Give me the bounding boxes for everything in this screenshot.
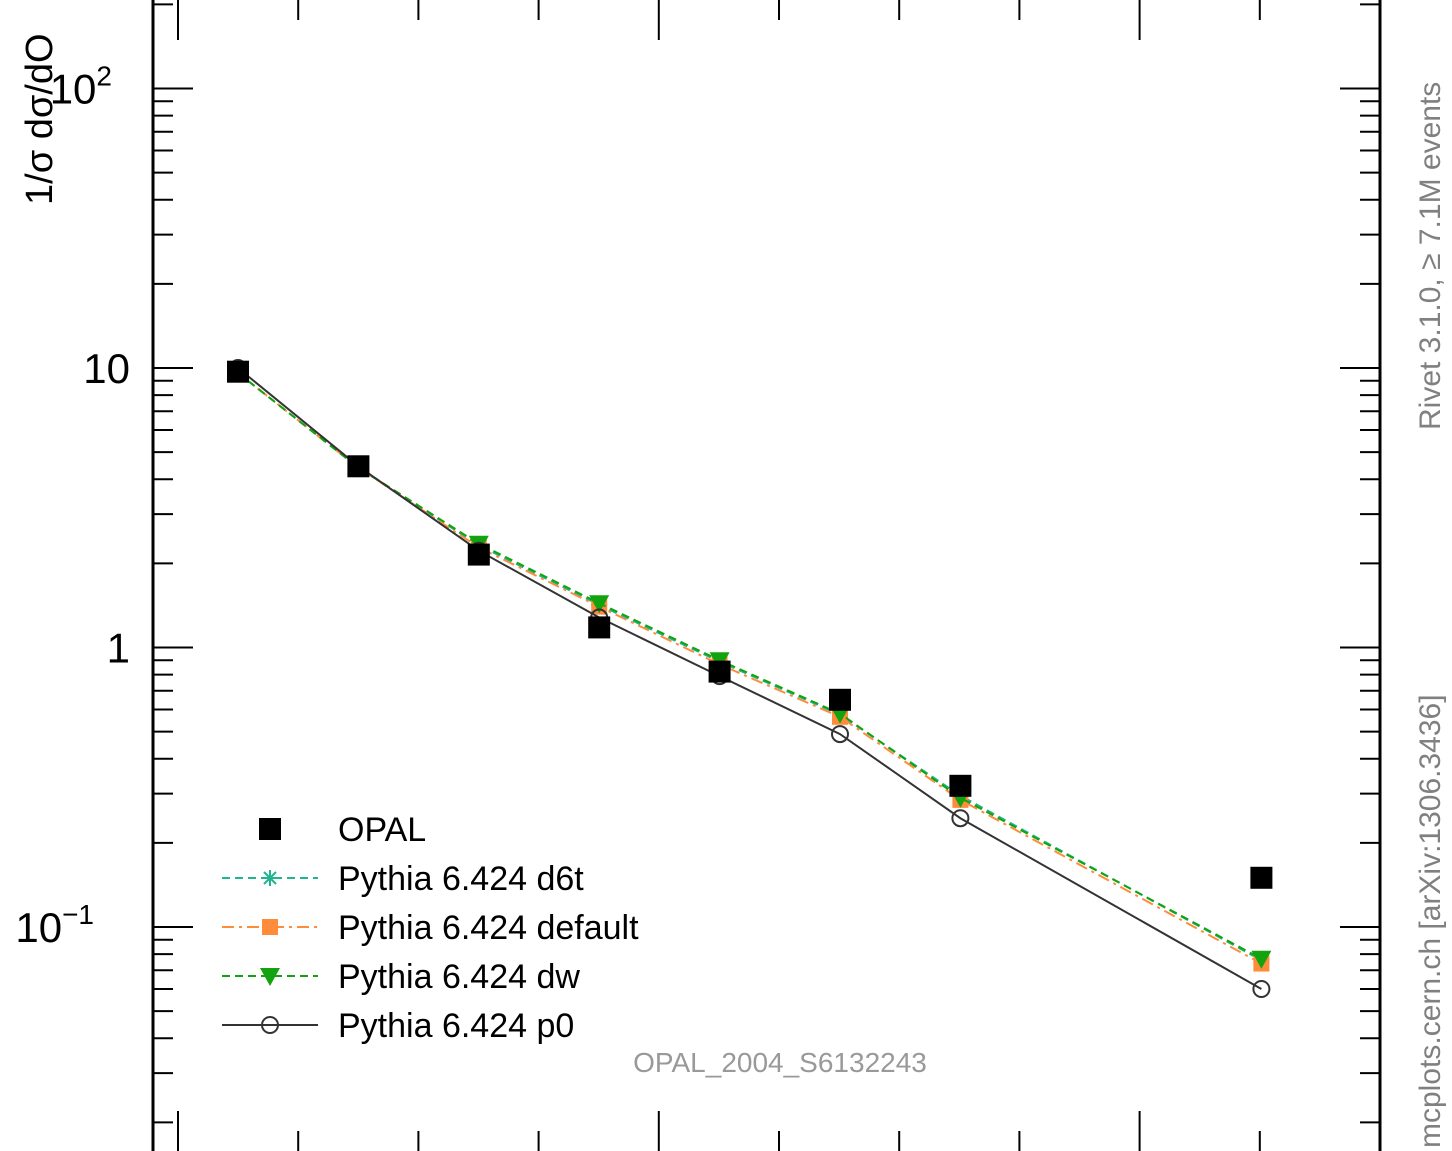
data-point xyxy=(708,660,731,683)
series-layer xyxy=(227,359,1273,999)
y-tick-label: 1 xyxy=(107,625,130,672)
legend-label: OPAL xyxy=(338,811,426,849)
legend-label: Pythia 6.424 default xyxy=(338,909,639,947)
legend-item: Pythia 6.424 dw xyxy=(222,958,580,996)
legend-marker xyxy=(260,968,280,986)
data-point xyxy=(227,360,249,383)
legend-item: OPAL xyxy=(259,811,426,849)
y-tick-labels: 102 10 1 10−1 xyxy=(15,61,130,952)
legend-item: Pythia 6.424 default xyxy=(222,909,639,947)
axis-ticks xyxy=(153,0,1380,1151)
legend-marker xyxy=(262,870,278,886)
y-tick-label: 10−1 xyxy=(15,899,94,951)
data-point xyxy=(951,809,970,828)
data-point xyxy=(1251,950,1272,969)
legend-item: Pythia 6.424 d6t xyxy=(222,860,584,898)
data-point xyxy=(467,543,490,566)
legend-label: Pythia 6.424 p0 xyxy=(338,1007,574,1045)
series-opal xyxy=(227,360,1273,889)
legend-label: Pythia 6.424 dw xyxy=(338,958,580,996)
legend-item: Pythia 6.424 p0 xyxy=(222,1007,574,1045)
data-point xyxy=(829,688,851,711)
legend-marker xyxy=(262,919,278,935)
data-point xyxy=(347,455,370,478)
series-pythia-6-424-p0 xyxy=(229,359,1271,999)
data-point xyxy=(588,616,611,639)
data-point xyxy=(949,774,972,797)
data-point xyxy=(831,725,849,744)
y-tick-label: 102 xyxy=(50,61,112,113)
data-point xyxy=(589,595,610,614)
plot-frame xyxy=(151,0,1382,1151)
y-tick-label: 10 xyxy=(83,345,130,392)
legend-marker xyxy=(259,818,281,840)
legend-marker xyxy=(261,1016,279,1034)
series-line xyxy=(237,372,1262,962)
mcplots-label: mcplots.cern.ch [arXiv:1306.3436] xyxy=(1414,694,1447,1148)
rivet-version-label: Rivet 3.1.0, ≥ 7.1M events xyxy=(1414,82,1447,430)
analysis-watermark: OPAL_2004_S6132243 xyxy=(633,1047,927,1078)
data-point xyxy=(1252,980,1271,999)
y-axis-label: 1/σ dσ/dO xyxy=(19,33,61,205)
star-stroke xyxy=(263,871,277,885)
legend: OPAL Pythia 6.424 d6t Pythia 6.424 default… xyxy=(222,811,639,1045)
data-point xyxy=(1250,866,1273,889)
series-line xyxy=(237,367,1262,990)
legend-label: Pythia 6.424 d6t xyxy=(338,860,584,898)
